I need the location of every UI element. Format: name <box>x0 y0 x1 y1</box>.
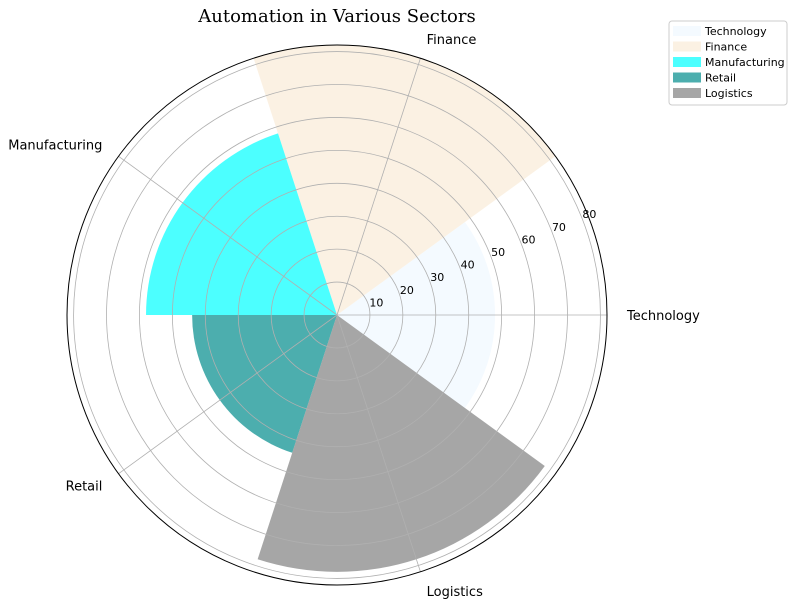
polar-frame <box>66 44 608 586</box>
category-label-retail: Retail <box>66 479 103 494</box>
radial-tick-label: 20 <box>400 284 414 297</box>
grid-spoke <box>118 314 338 475</box>
radial-tick-label: 60 <box>522 233 536 246</box>
legend-label-logistics: Logistics <box>705 87 753 100</box>
legend-label-finance: Finance <box>705 41 747 54</box>
radial-tick-label: 40 <box>461 259 475 272</box>
radial-tick-label: 50 <box>491 246 505 259</box>
category-label-technology: Technology <box>626 309 700 324</box>
category-labels: Technology Finance Manufacturing Retail Logi… <box>8 33 700 600</box>
legend-swatch-technology <box>673 26 701 36</box>
radial-tick-label: 10 <box>369 296 383 309</box>
legend-label-technology: Technology <box>704 25 767 38</box>
grid-spoke <box>118 155 338 316</box>
legend-swatch-logistics <box>673 88 701 98</box>
radial-tick-label: 30 <box>430 271 444 284</box>
category-label-logistics: Logistics <box>427 585 483 600</box>
radial-tick-labels: 10 20 30 40 50 60 70 80 <box>369 208 596 309</box>
category-label-finance: Finance <box>427 33 477 48</box>
legend-swatch-manufacturing <box>673 57 701 67</box>
radial-tick-label: 80 <box>582 208 596 221</box>
bar-retail <box>192 315 337 453</box>
radial-tick-label: 70 <box>552 221 566 234</box>
legend-label-retail: Retail <box>705 72 736 85</box>
legend-swatch-retail <box>673 72 701 83</box>
chart-title: Automation in Various Sectors <box>197 6 475 27</box>
legend-label-manufacturing: Manufacturing <box>705 56 785 69</box>
category-label-manufacturing: Manufacturing <box>8 139 102 154</box>
grid-layer <box>66 44 608 586</box>
bars-layer <box>146 45 556 572</box>
bar-finance <box>253 45 556 316</box>
bar-logistics <box>257 315 545 572</box>
grid-spoke <box>336 58 421 316</box>
grid-spoke <box>336 314 421 572</box>
legend: Technology Finance Manufacturing Retail Logi… <box>668 20 788 106</box>
legend-swatch-finance <box>673 41 701 52</box>
